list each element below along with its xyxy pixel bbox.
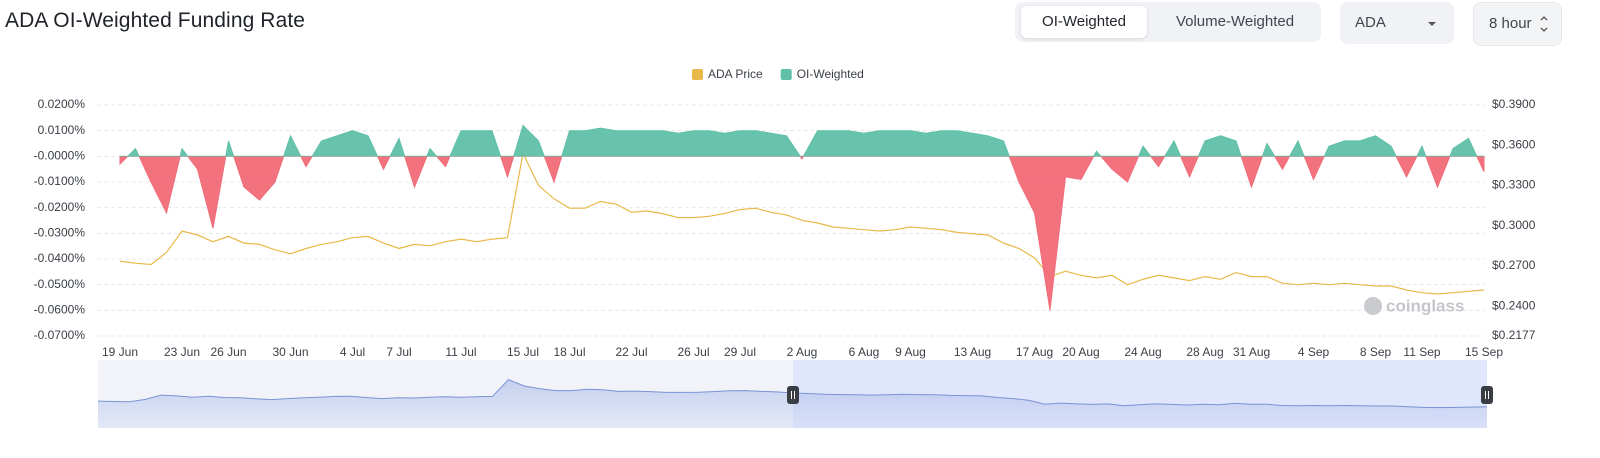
x-tick-label: 26 Jun <box>210 345 246 359</box>
y-tick-label: -0.0500% <box>34 277 86 291</box>
y2-tick-label: $0.2400 <box>1492 298 1536 312</box>
x-tick-label: 31 Aug <box>1233 345 1270 359</box>
y2-tick-label: $0.3300 <box>1492 178 1536 192</box>
y-tick-label: -0.0700% <box>34 328 86 342</box>
funding-area <box>119 124 1485 311</box>
navigator-handle[interactable] <box>787 386 799 404</box>
y-tick-label: 0.0100% <box>38 123 86 137</box>
grid <box>97 104 1485 337</box>
symbol-select[interactable]: ADA <box>1340 2 1454 44</box>
x-tick-label: 18 Jul <box>553 345 585 359</box>
y2-tick-label: $0.2700 <box>1492 258 1536 272</box>
x-tick-label: 11 Jul <box>445 345 476 359</box>
page-title: ADA OI-Weighted Funding Rate <box>5 9 306 32</box>
x-tick-label: 13 Aug <box>954 345 991 359</box>
select-text: ADA <box>1355 14 1386 31</box>
price-line <box>119 151 1485 295</box>
spinner-icon <box>1540 16 1548 32</box>
watermark: coinglass <box>1386 296 1464 315</box>
axes: 0.0200% 0.0100% -0.0000% -0.0100% -0.0200% -0… <box>34 97 1536 359</box>
x-tick-label: 7 Jul <box>386 345 411 359</box>
x-tick-label: 15 Sep <box>1465 345 1503 359</box>
x-tick-label: 24 Aug <box>1124 345 1161 359</box>
x-tick-label: 22 Jul <box>615 345 647 359</box>
x-tick-label: 6 Aug <box>849 345 880 359</box>
interval-select[interactable]: 8 hour <box>1473 2 1562 46</box>
x-tick-label: 4 Sep <box>1298 345 1330 359</box>
y-tick-label: 0.0200% <box>38 97 86 111</box>
y-tick-label: -0.0100% <box>34 174 86 188</box>
watermark-logo <box>1364 297 1382 315</box>
legend: ADA Price OI-Weighted <box>692 67 864 81</box>
legend-swatch <box>780 69 792 80</box>
y-tick-label: -0.0000% <box>34 149 86 163</box>
x-tick-label: 11 Sep <box>1403 345 1440 359</box>
x-tick-label: 30 Jun <box>272 345 308 359</box>
toggle-button[interactable]: OI-Weighted <box>1021 6 1147 38</box>
legend-swatch <box>692 69 703 80</box>
x-tick-label: 8 Sep <box>1360 345 1392 359</box>
legend-label: ADA Price <box>708 67 763 81</box>
dropdown-icon <box>1428 22 1436 26</box>
x-tick-label: 17 Aug <box>1016 345 1053 359</box>
toggle-button[interactable]: Volume-Weighted <box>1175 13 1295 30</box>
x-tick-label: 19 Jun <box>102 345 138 359</box>
select-text: 8 hour <box>1489 15 1532 32</box>
data-zoom <box>97 360 1493 428</box>
y-tick-label: -0.0200% <box>34 200 86 214</box>
x-tick-label: 29 Jul <box>724 345 756 359</box>
x-tick-label: 26 Jul <box>677 345 709 359</box>
y2-tick-label: $0.3600 <box>1492 137 1536 151</box>
x-tick-label: 2 Aug <box>787 345 818 359</box>
x-tick-label: 23 Jun <box>164 345 200 359</box>
weighting-toggle: OI-Weighted Volume-Weighted <box>1015 2 1321 42</box>
x-tick-label: 28 Aug <box>1186 345 1223 359</box>
plot <box>119 124 1485 311</box>
x-tick-label: 4 Jul <box>340 345 365 359</box>
y2-tick-label: $0.3000 <box>1492 218 1536 232</box>
x-tick-label: 9 Aug <box>895 345 926 359</box>
y-tick-label: -0.0600% <box>34 303 86 317</box>
legend-label: OI-Weighted <box>797 67 864 81</box>
y2-tick-label: $0.3900 <box>1492 97 1536 111</box>
y2-tick-label: $0.2177 <box>1492 328 1536 342</box>
x-tick-label: 20 Aug <box>1062 345 1099 359</box>
navigator-handle[interactable] <box>1481 386 1493 404</box>
x-tick-label: 15 Jul <box>507 345 539 359</box>
y-tick-label: -0.0300% <box>34 226 86 240</box>
y-tick-label: -0.0400% <box>34 251 86 265</box>
